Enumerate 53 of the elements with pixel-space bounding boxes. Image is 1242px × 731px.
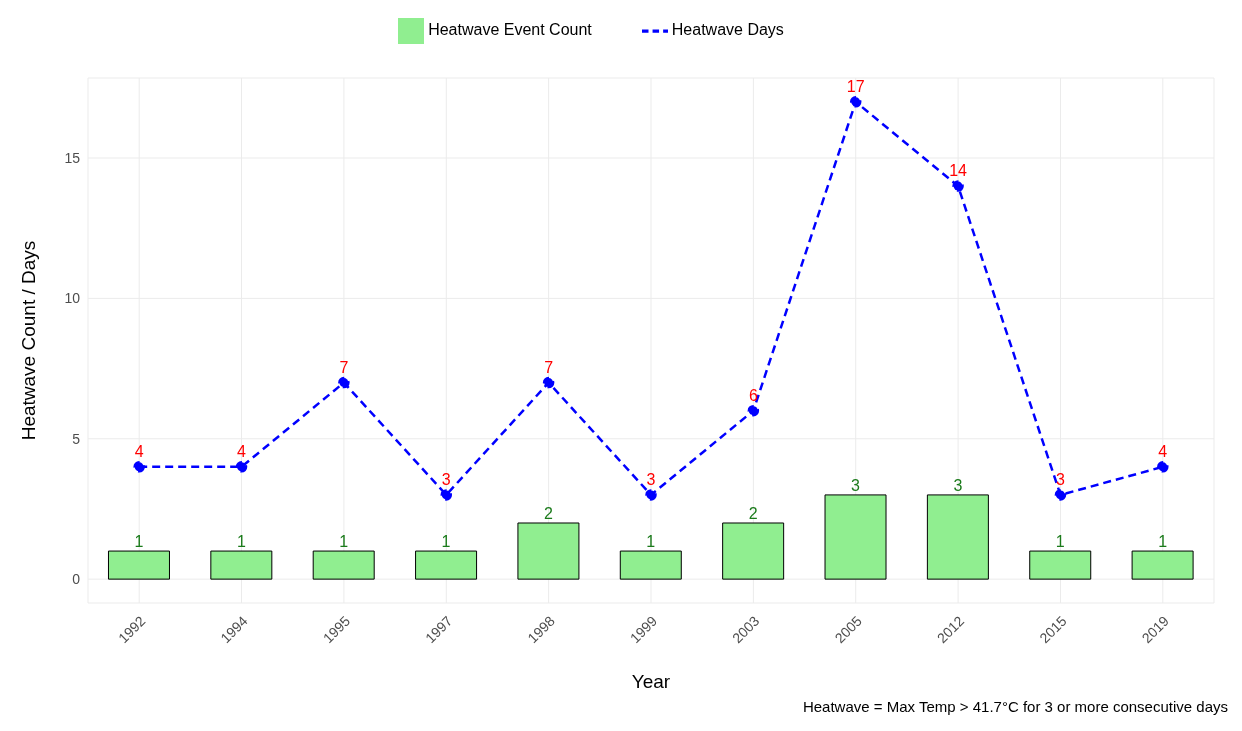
data-label: 1 — [441, 533, 451, 551]
data-label: 1 — [134, 533, 144, 551]
bar — [722, 522, 785, 580]
data-label: 2 — [543, 504, 553, 522]
bar — [1131, 550, 1194, 580]
data-label: 3 — [851, 476, 861, 494]
data-label: 7 — [544, 358, 554, 376]
bar — [824, 494, 887, 580]
data-label: 4 — [1158, 442, 1168, 460]
data-label: 3 — [441, 470, 451, 488]
data-label: 17 — [846, 77, 865, 95]
data-label: 6 — [748, 386, 758, 404]
y-tick-label: 10 — [64, 290, 81, 307]
bar — [210, 550, 273, 580]
data-label: 1 — [236, 533, 246, 551]
data-label: 3 — [1056, 470, 1065, 488]
bar — [415, 550, 478, 580]
point — [235, 461, 248, 473]
legend-label: Heatwave Event Count — [428, 21, 592, 39]
bar — [619, 550, 682, 580]
data-label: 1 — [339, 533, 349, 551]
point — [338, 376, 350, 389]
point — [849, 96, 862, 108]
point — [133, 461, 145, 473]
data-label: 14 — [949, 162, 968, 180]
bar — [926, 494, 989, 580]
data-label: 1 — [1158, 533, 1168, 551]
point — [1157, 461, 1169, 473]
y-tick-label: 5 — [72, 430, 81, 447]
bar — [312, 550, 375, 580]
y-tick-label: 0 — [72, 571, 81, 588]
text: Heatwave = Max Temp > 41.7°C for 3 or more consecutive days — [801, 698, 1229, 715]
data-label: 3 — [646, 470, 656, 488]
bar — [107, 550, 170, 580]
data-label: 7 — [339, 358, 349, 376]
point — [645, 489, 657, 501]
bar — [517, 522, 580, 580]
point — [440, 489, 453, 501]
data-label: 3 — [953, 476, 963, 494]
point — [542, 376, 555, 389]
data-label: 1 — [1055, 533, 1065, 551]
legend-label: Heatwave Days — [671, 21, 784, 39]
data-label: 1 — [646, 533, 656, 551]
x-axis-title: Year — [631, 671, 671, 692]
y-axis-title: Heatwave Count / Days — [17, 240, 39, 441]
data-label: 4 — [134, 442, 144, 460]
data-label: 2 — [748, 504, 758, 522]
data-label: 4 — [237, 442, 247, 460]
point — [747, 404, 760, 417]
y-tick-label: 15 — [64, 149, 81, 166]
point — [952, 180, 964, 192]
bar — [1029, 550, 1092, 580]
point — [1054, 489, 1067, 501]
